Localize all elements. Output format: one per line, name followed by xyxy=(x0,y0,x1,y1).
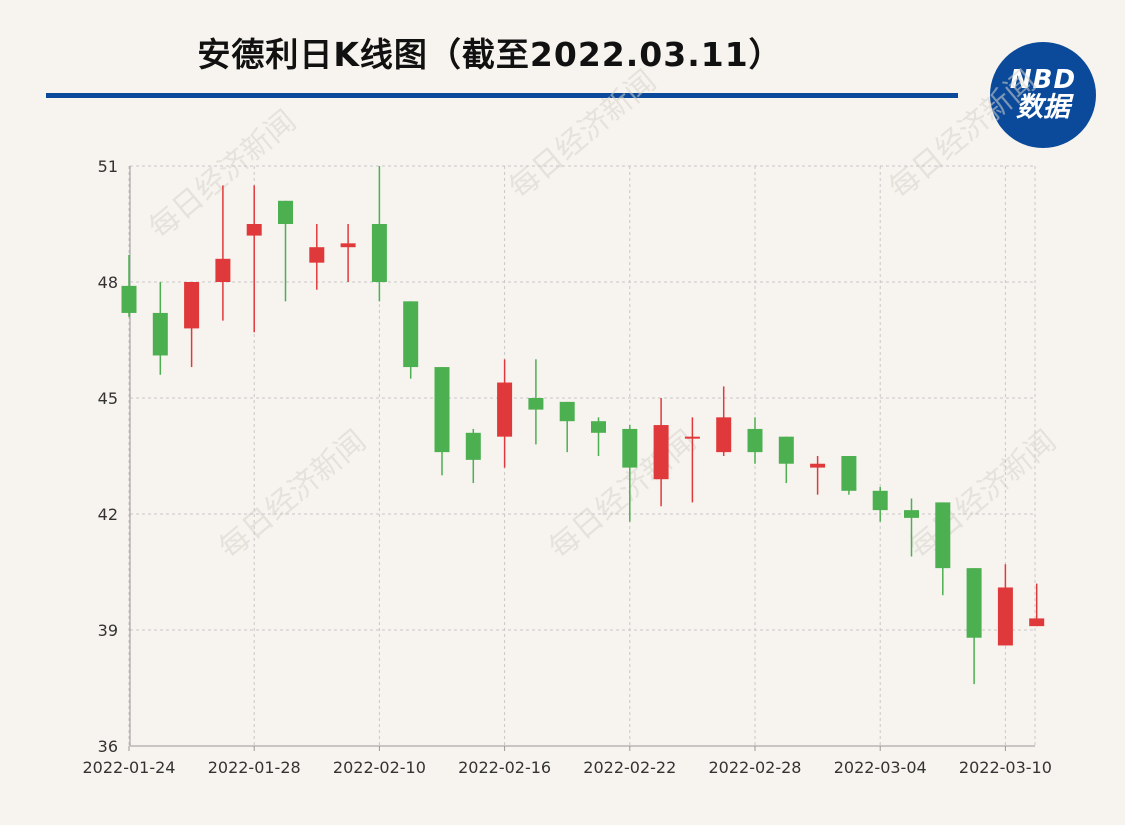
candles xyxy=(121,166,1045,685)
watermark-text: 每日经济新闻 xyxy=(883,64,1043,207)
y-tick-label: 51 xyxy=(98,157,118,176)
x-tick-label: 2022-03-04 xyxy=(834,758,927,777)
candle xyxy=(653,398,669,507)
candle-body xyxy=(403,301,419,368)
candle-body xyxy=(309,247,325,263)
candle xyxy=(904,498,919,557)
candle-body xyxy=(684,436,700,439)
x-tick-label: 2022-02-16 xyxy=(458,758,551,777)
candle-body xyxy=(559,401,575,422)
y-tick-label: 45 xyxy=(98,389,118,408)
candle-body xyxy=(622,428,638,468)
y-tick-label: 39 xyxy=(98,621,118,640)
candle xyxy=(622,425,638,522)
candle xyxy=(997,564,1013,646)
candle xyxy=(747,417,763,464)
candle xyxy=(215,185,231,321)
candle xyxy=(778,436,794,484)
candle xyxy=(121,254,137,317)
watermark-text: 每日经济新闻 xyxy=(503,64,663,207)
grid-lines xyxy=(128,165,1036,747)
candle-body xyxy=(434,367,450,453)
candle xyxy=(152,282,168,375)
x-tick-label: 2022-02-10 xyxy=(333,758,426,777)
candle-body xyxy=(904,510,919,518)
x-tick-labels: 2022-01-24 2022-01-28 2022-02-10 2022-02-16… xyxy=(83,746,1052,777)
candle-body xyxy=(497,382,513,437)
candle xyxy=(559,401,575,453)
candle-body xyxy=(841,456,857,491)
candle-body xyxy=(716,417,732,453)
candle xyxy=(309,224,325,290)
candle xyxy=(246,185,262,333)
candle xyxy=(716,386,732,456)
candle xyxy=(184,282,200,368)
candle-body xyxy=(966,568,982,638)
candle-body xyxy=(747,428,763,453)
candle-body xyxy=(872,490,888,511)
candle-body xyxy=(465,432,481,460)
candle-body xyxy=(653,425,669,480)
candle xyxy=(465,428,481,484)
candle xyxy=(841,456,857,495)
logo-brand: NBD xyxy=(1009,65,1077,96)
candle-body xyxy=(215,258,231,282)
candle xyxy=(810,456,826,495)
candle-body xyxy=(121,285,137,313)
candle-body xyxy=(184,282,200,329)
y-tick-label: 48 xyxy=(98,273,118,292)
logo-sub: 数据 xyxy=(1016,92,1070,124)
watermark-text: 每日经济新闻 xyxy=(903,424,1063,567)
x-tick-label: 2022-01-24 xyxy=(83,758,176,777)
candle xyxy=(1029,583,1045,627)
x-tick-label: 2022-02-22 xyxy=(583,758,676,777)
candle xyxy=(528,359,544,445)
candle xyxy=(403,301,419,379)
candle xyxy=(434,367,450,476)
chart-title: 安德利日K线图（截至2022.03.11） xyxy=(197,35,783,74)
candle-body xyxy=(152,312,168,356)
x-tick-label: 2022-01-28 xyxy=(208,758,301,777)
candle-body xyxy=(371,224,387,282)
candle xyxy=(872,486,888,522)
y-tick-label: 42 xyxy=(98,505,118,524)
candle xyxy=(935,502,951,596)
y-tick-label: 36 xyxy=(98,737,118,756)
candle xyxy=(966,568,982,685)
candle-body xyxy=(1029,618,1045,627)
nbd-logo: NBD 数据 xyxy=(990,42,1096,148)
candle-body xyxy=(778,436,794,464)
candle xyxy=(278,200,293,302)
y-tick-labels: 36 39 42 45 48 51 xyxy=(98,157,118,756)
watermark-text: 每日经济新闻 xyxy=(213,424,373,567)
candle xyxy=(340,224,356,282)
x-tick-label: 2022-03-10 xyxy=(959,758,1052,777)
candle xyxy=(684,417,700,503)
candle xyxy=(591,417,606,456)
candle-body xyxy=(997,587,1013,646)
candle-body xyxy=(528,398,544,410)
candle-body xyxy=(246,224,262,236)
candle-body xyxy=(278,200,293,224)
candle-body xyxy=(591,421,606,433)
title-underline xyxy=(46,93,958,98)
x-tick-label: 2022-02-28 xyxy=(709,758,802,777)
candle-body xyxy=(340,243,356,248)
candle xyxy=(371,166,387,302)
candle-body xyxy=(935,502,951,569)
candle-body xyxy=(810,463,826,468)
candle xyxy=(497,359,513,468)
